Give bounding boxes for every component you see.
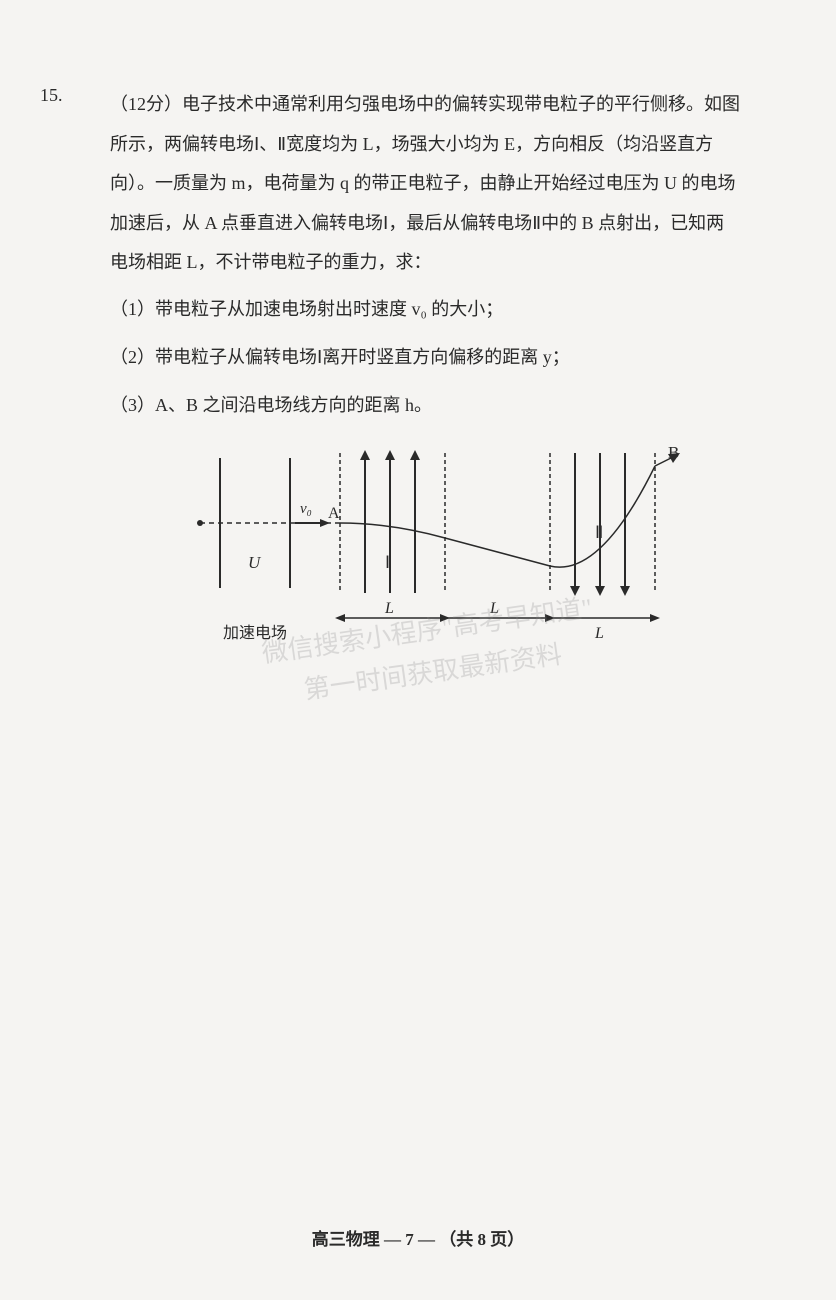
body-line-4: 加速后，从 A 点垂直进入偏转电场Ⅰ，最后从偏转电场Ⅱ中的 B 点射出，已知两 (110, 213, 724, 233)
diagram-svg: m,q v₀ A B U Ⅰ Ⅱ 加速电场 L L L (190, 438, 720, 658)
field-1-label: Ⅰ (385, 553, 390, 572)
body-line-2: 所示，两偏转电场Ⅰ、Ⅱ宽度均为 L，场强大小均为 E，方向相反（均沿竖直方 (110, 134, 713, 154)
question-number: 15. (40, 85, 63, 106)
physics-diagram: m,q v₀ A B U Ⅰ Ⅱ 加速电场 L L L (190, 438, 720, 658)
field-2-label: Ⅱ (595, 523, 603, 542)
accel-u-label: U (248, 553, 262, 572)
point-b-label: B (668, 443, 679, 462)
question-body: （12分）电子技术中通常利用匀强电场中的偏转实现带电粒子的平行侧移。如图 所示，… (110, 85, 786, 283)
accel-text-label: 加速电场 (223, 624, 287, 642)
dist-l-1: L (384, 600, 394, 617)
body-line-1: 电子技术中通常利用匀强电场中的偏转实现带电粒子的平行侧移。如图 (182, 94, 740, 114)
velocity-label: v₀ (300, 501, 312, 517)
sub-question-2: （2）带电粒子从偏转电场Ⅰ离开时竖直方向偏移的距离 y； (110, 336, 786, 379)
sub-question-3: （3）A、B 之间沿电场线方向的距离 h。 (110, 384, 786, 427)
dist-l-3: L (594, 625, 604, 642)
point-a-label: A (328, 505, 340, 522)
body-line-3: 向）。一质量为 m，电荷量为 q 的带正电粒子，由静止开始经过电压为 U 的电场 (110, 173, 736, 193)
page-footer: 高三物理 — 7 — （共 8 页） (0, 1225, 836, 1250)
body-line-5: 电场相距 L，不计带电粒子的重力，求： (110, 252, 432, 272)
question-points: （12分） (110, 94, 182, 114)
sub-question-1: （1）带电粒子从加速电场射出时速度 v₀ 的大小； (110, 288, 786, 331)
dist-l-2: L (489, 600, 499, 617)
